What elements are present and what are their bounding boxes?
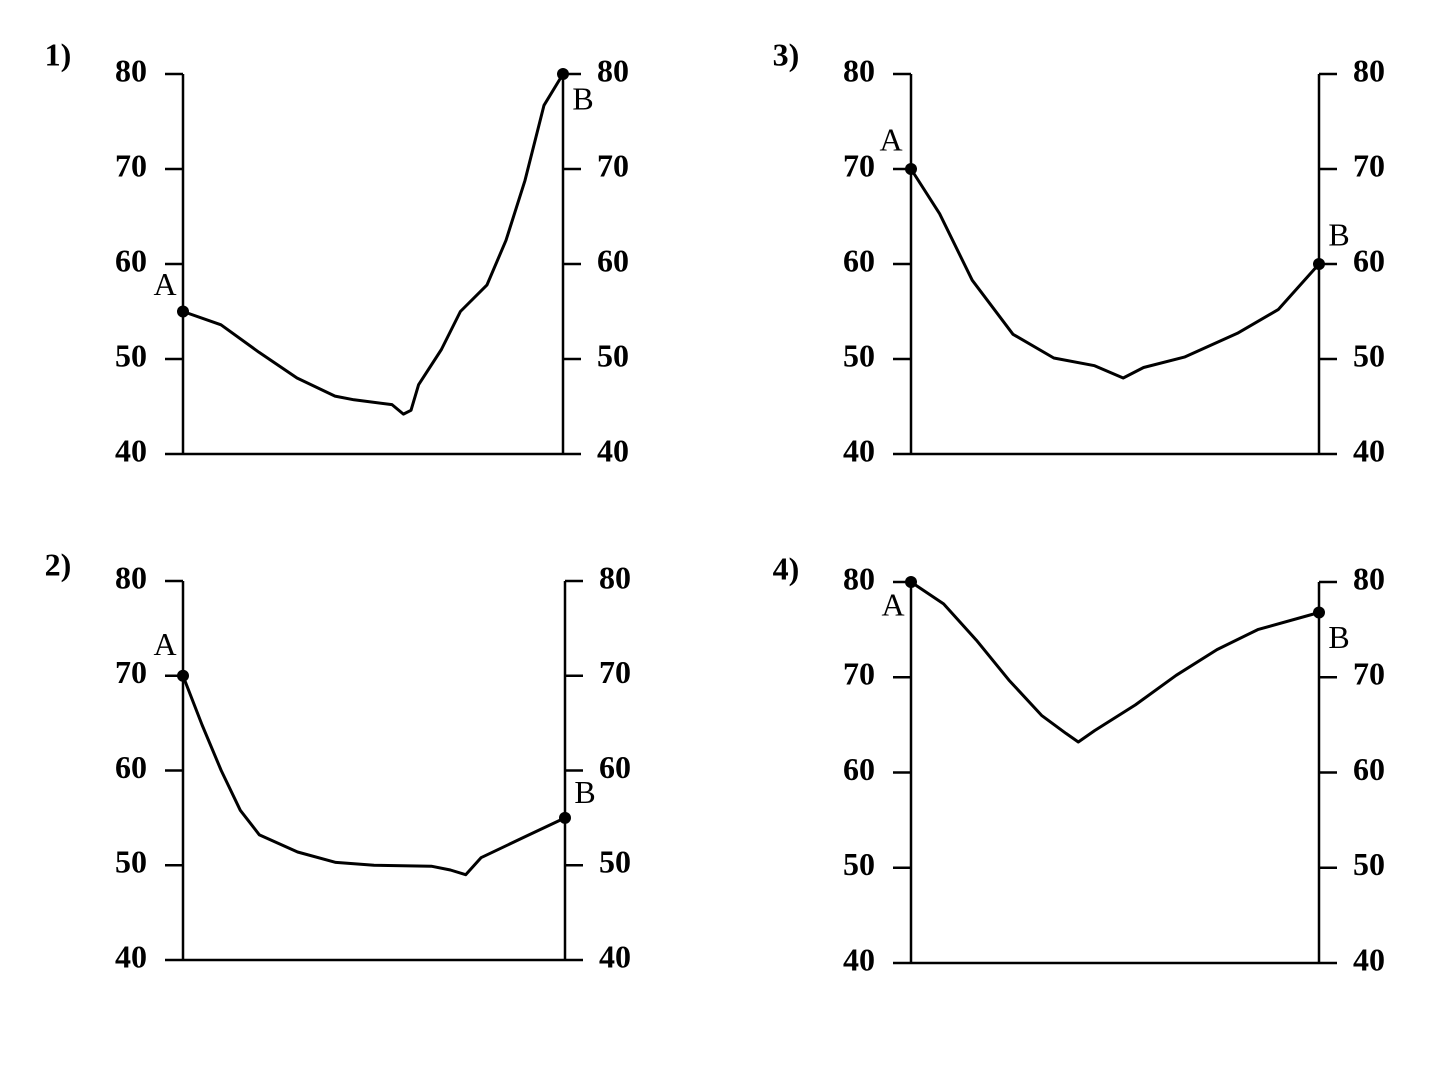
y2-tick-label: 70 bbox=[597, 147, 629, 183]
profile-line bbox=[182, 73, 565, 416]
chart-label: 4) bbox=[773, 550, 800, 586]
y2-tick-label: 60 bbox=[597, 242, 629, 278]
y-tick-label: 80 bbox=[843, 52, 875, 88]
chart-label: 1) bbox=[45, 36, 72, 72]
y-tick-label: 80 bbox=[115, 52, 147, 88]
y-tick-label: 50 bbox=[843, 846, 875, 882]
y-tick-label: 50 bbox=[843, 337, 875, 373]
point-label: B bbox=[1328, 216, 1349, 252]
y2-tick-label: 50 bbox=[599, 844, 631, 880]
y2-tick-label: 40 bbox=[1353, 941, 1385, 977]
y2-tick-label: 80 bbox=[1353, 560, 1385, 596]
y2-tick-label: 60 bbox=[1353, 751, 1385, 787]
point-label: A bbox=[153, 626, 176, 662]
y2-tick-label: 50 bbox=[1353, 846, 1385, 882]
point-label: A bbox=[153, 266, 176, 302]
y2-tick-label: 70 bbox=[1353, 656, 1385, 692]
y-tick-label: 50 bbox=[115, 844, 147, 880]
point-label: B bbox=[1328, 619, 1349, 655]
y2-tick-label: 40 bbox=[597, 432, 629, 468]
y-tick-label: 40 bbox=[843, 432, 875, 468]
profile-line bbox=[910, 580, 1320, 744]
end-point bbox=[557, 68, 569, 80]
y2-tick-label: 50 bbox=[1353, 337, 1385, 373]
y2-tick-label: 70 bbox=[1353, 147, 1385, 183]
y-tick-label: 60 bbox=[115, 749, 147, 785]
y-tick-label: 70 bbox=[115, 147, 147, 183]
end-point bbox=[905, 163, 917, 175]
end-point bbox=[1313, 606, 1325, 619]
y-tick-label: 80 bbox=[843, 560, 875, 596]
y-tick-label: 70 bbox=[843, 656, 875, 692]
point-label: A bbox=[879, 121, 902, 157]
y2-tick-label: 80 bbox=[599, 559, 631, 595]
y-tick-label: 60 bbox=[843, 751, 875, 787]
y-tick-label: 60 bbox=[843, 242, 875, 278]
y-tick-label: 60 bbox=[115, 242, 147, 278]
point-label: B bbox=[574, 774, 595, 810]
y2-tick-label: 70 bbox=[599, 654, 631, 690]
chart-label: 3) bbox=[773, 36, 800, 72]
y-tick-label: 40 bbox=[843, 941, 875, 977]
y2-tick-label: 80 bbox=[1353, 52, 1385, 88]
profile-line bbox=[181, 675, 566, 877]
y2-tick-label: 60 bbox=[1353, 242, 1385, 278]
end-point bbox=[177, 305, 189, 318]
end-point bbox=[177, 669, 189, 682]
point-label: A bbox=[881, 586, 904, 622]
y-tick-label: 80 bbox=[115, 559, 147, 595]
y2-tick-label: 40 bbox=[1353, 432, 1385, 468]
y-tick-label: 40 bbox=[115, 432, 147, 468]
y2-tick-label: 60 bbox=[599, 749, 631, 785]
point-label: B bbox=[572, 80, 593, 116]
end-point bbox=[1313, 258, 1325, 270]
end-point bbox=[905, 576, 917, 588]
y2-tick-label: 80 bbox=[597, 52, 629, 88]
chart-label: 2) bbox=[45, 546, 72, 582]
y-tick-label: 70 bbox=[115, 654, 147, 690]
y-tick-label: 40 bbox=[115, 938, 147, 974]
y2-tick-label: 50 bbox=[597, 337, 629, 373]
y-tick-label: 70 bbox=[843, 147, 875, 183]
y-tick-label: 50 bbox=[115, 337, 147, 373]
profile-line bbox=[909, 168, 1321, 380]
y2-tick-label: 40 bbox=[599, 938, 631, 974]
end-point bbox=[559, 811, 571, 824]
